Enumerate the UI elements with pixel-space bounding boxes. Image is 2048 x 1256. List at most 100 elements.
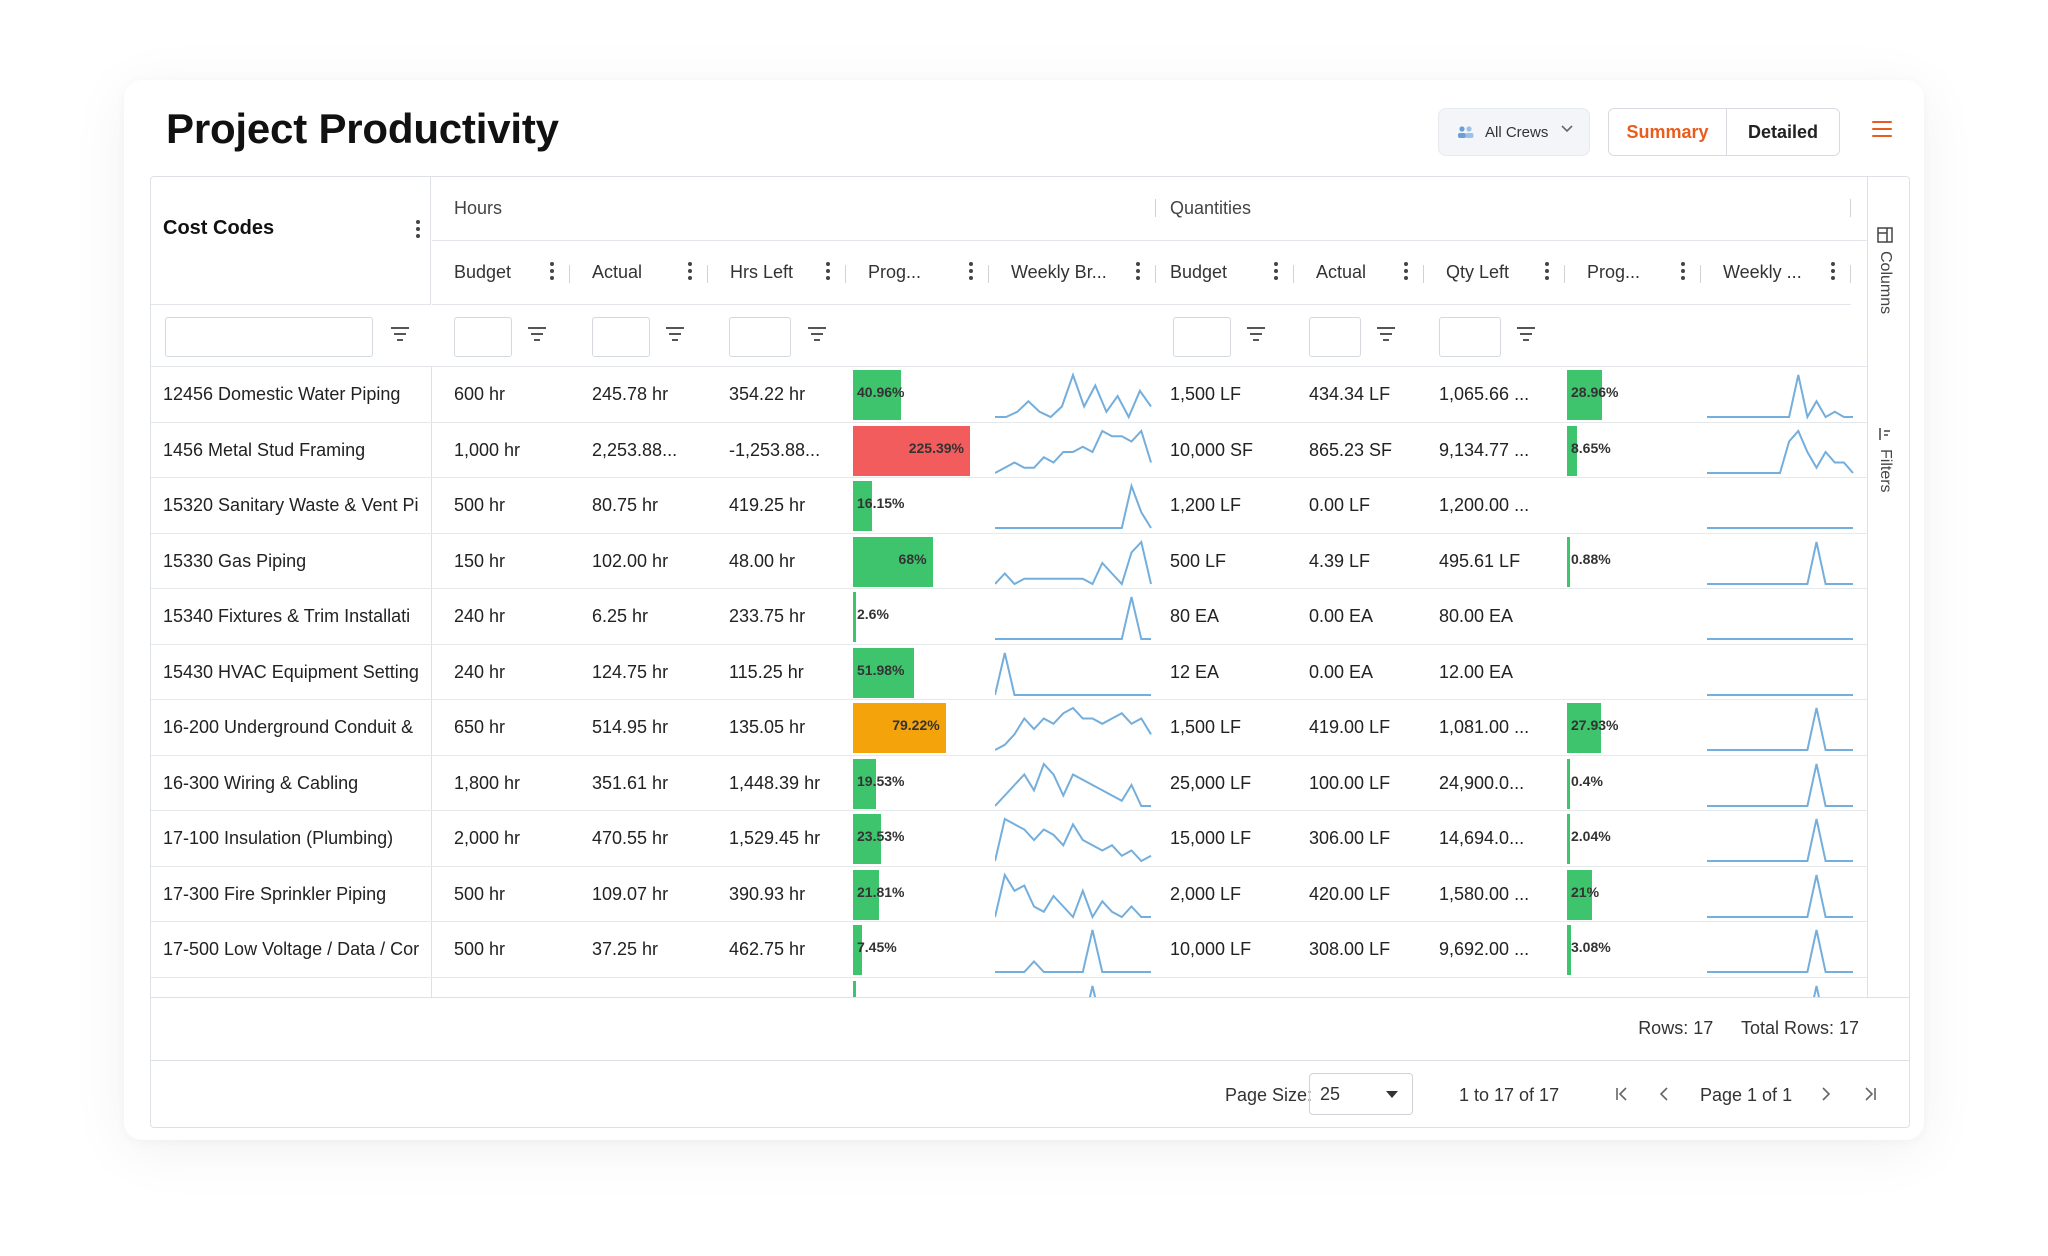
progress-label: 28.96% (1571, 384, 1619, 400)
column-menu-icon[interactable] (826, 262, 830, 280)
table-row[interactable]: 17-300 Fire Sprinkler Piping 500 hr 109.07… (151, 867, 1867, 922)
hamburger-menu-icon[interactable] (1872, 121, 1892, 141)
progress-label: 51.98% (857, 661, 905, 678)
column-menu-icon[interactable] (550, 262, 554, 280)
qty-budget-column-label: Budget (1170, 262, 1228, 282)
table-row[interactable]: 15430 HVAC Equipment Setting 240 hr 124.75… (151, 645, 1867, 700)
column-menu-icon[interactable] (969, 262, 973, 280)
filter-icon[interactable] (666, 327, 684, 343)
qty-actual-cell: 419.00 LF (1309, 717, 1391, 737)
hours-actual-cell: 470.55 hr (592, 828, 669, 848)
qty-progress-cell (1567, 481, 1687, 531)
hours-left-column-header[interactable]: Hrs Left (708, 241, 846, 305)
hours-weekly-column-header[interactable]: Weekly Br... (989, 241, 1156, 305)
filters-tab[interactable]: Filters (1876, 427, 1894, 493)
qty-actual-filter-input[interactable] (1309, 317, 1361, 357)
column-menu-icon[interactable] (1404, 262, 1408, 280)
hours-budget-column-header[interactable]: Budget (432, 241, 570, 305)
column-menu-icon[interactable] (1136, 262, 1140, 280)
columns-tab[interactable]: Columns (1876, 227, 1894, 314)
hours-left-filter-input[interactable] (729, 317, 791, 357)
hours-weekly-sparkline (995, 371, 1152, 420)
qty-progress-column-header[interactable]: Prog... (1565, 241, 1701, 305)
qty-budget-cell: 10,000 LF (1170, 939, 1252, 959)
filter-icon[interactable] (528, 327, 546, 343)
filters-icon (1879, 428, 1890, 440)
qty-actual-column-header[interactable]: Actual (1294, 241, 1424, 305)
cost-code-cell: 17-300 Fire Sprinkler Piping (163, 883, 387, 904)
column-menu-icon[interactable] (1274, 262, 1278, 280)
qty-left-column-header[interactable]: Qty Left (1424, 241, 1565, 305)
table-row[interactable]: 16-200 Underground Conduit & 650 hr 514.95… (151, 700, 1867, 756)
qty-left-filter-input[interactable] (1439, 317, 1501, 357)
table-row[interactable]: 3100 Formwork 600 hr 8.25 hr 591.75 hr 8,000… (151, 978, 1867, 998)
page-size-label: Page Size: (1225, 1085, 1313, 1105)
hours-budget-filter-input[interactable] (454, 317, 512, 357)
hours-budget-cell: 150 hr (454, 550, 506, 571)
qty-left-cell: 1,065.66 ... (1439, 384, 1530, 404)
next-page-icon[interactable] (1821, 1087, 1831, 1101)
qty-weekly-sparkline (1707, 763, 1853, 807)
hours-budget-cell: 500 hr (454, 883, 506, 904)
hours-progress-column-header[interactable]: Prog... (846, 241, 989, 305)
qty-progress-cell: 28.96% (1567, 370, 1687, 420)
hours-left-cell: 115.25 hr (729, 661, 804, 682)
qty-weekly-column-label: Weekly ... (1723, 262, 1802, 282)
column-menu-icon[interactable] (1545, 262, 1549, 280)
table-row[interactable]: 15340 Fixtures & Trim Installati 240 hr 6.… (151, 589, 1867, 645)
progress-label: 1.38% (857, 995, 897, 998)
filter-icon[interactable] (1377, 327, 1395, 343)
grid-body: 12456 Domestic Water Piping 600 hr 245.78 … (151, 367, 1867, 997)
qty-left-cell: 1,081.00 ... (1439, 717, 1530, 737)
qty-actual-cell: 0.00 LF (1309, 495, 1371, 515)
hours-left-cell: 48.00 hr (729, 550, 796, 571)
hours-actual-cell: 351.61 hr (592, 772, 669, 793)
table-row[interactable]: 1456 Metal Stud Framing 1,000 hr 2,253.88.… (151, 423, 1867, 478)
crew-filter-label: All Crews (1485, 123, 1549, 141)
filter-icon[interactable] (1247, 327, 1265, 343)
table-row[interactable]: 16-300 Wiring & Cabling 1,800 hr 351.61 hr… (151, 756, 1867, 811)
qty-budget-filter-input[interactable] (1173, 317, 1231, 357)
filter-icon[interactable] (391, 327, 409, 343)
table-row[interactable]: 15320 Sanitary Waste & Vent Pi 500 hr 80.7… (151, 478, 1867, 534)
hours-budget-cell: 240 hr (454, 606, 506, 626)
last-page-icon[interactable] (1863, 1087, 1877, 1101)
qty-left-cell: 9,134.77 ... (1439, 439, 1530, 460)
qty-budget-cell: 1,500 LF (1170, 384, 1242, 404)
qty-budget-cell: 12 EA (1170, 661, 1220, 682)
table-row[interactable]: 12456 Domestic Water Piping 600 hr 245.78 … (151, 367, 1867, 423)
page-size-select[interactable]: 25 (1309, 1073, 1413, 1115)
filter-icon[interactable] (1517, 327, 1535, 343)
crew-filter-dropdown[interactable]: All Crews (1438, 108, 1590, 156)
cost-code-cell: 3100 Formwork (163, 978, 429, 998)
qty-actual-cell: 100.00 LF (1309, 772, 1391, 793)
table-row[interactable]: 17-500 Low Voltage / Data / Cor 500 hr 37.… (151, 922, 1867, 978)
progress-label: 2.6% (857, 606, 889, 622)
detailed-tab[interactable]: Detailed (1747, 121, 1819, 142)
table-row[interactable]: 15330 Gas Piping 150 hr 102.00 hr 48.00 hr 5… (151, 534, 1867, 589)
qty-budget-column-header[interactable]: Budget (1156, 241, 1294, 305)
table-row[interactable]: 17-100 Insulation (Plumbing) 2,000 hr 470.… (151, 811, 1867, 867)
qty-weekly-column-header[interactable]: Weekly ... (1701, 241, 1851, 305)
qty-left-cell: 80.00 EA (1439, 606, 1514, 626)
summary-tab[interactable]: Summary (1609, 109, 1727, 155)
qty-left-cell: 12.00 EA (1439, 661, 1514, 682)
column-menu-icon[interactable] (416, 220, 420, 238)
progress-bar (1567, 370, 1602, 420)
column-menu-icon[interactable] (1831, 262, 1835, 280)
cost-codes-filter-input[interactable] (165, 317, 373, 357)
column-menu-icon[interactable] (688, 262, 692, 280)
hours-weekly-sparkline (995, 428, 1152, 474)
progress-bar (1567, 425, 1578, 476)
qty-budget-cell: 1,200 LF (1170, 495, 1242, 515)
filter-icon[interactable] (808, 327, 826, 343)
cost-code-cell: 16-300 Wiring & Cabling (163, 772, 359, 793)
first-page-icon[interactable] (1615, 1087, 1629, 1101)
hours-actual-column-header[interactable]: Actual (570, 241, 708, 305)
hours-actual-column-label: Actual (592, 262, 643, 282)
hours-actual-filter-input[interactable] (592, 317, 650, 357)
prev-page-icon[interactable] (1659, 1087, 1669, 1101)
column-menu-icon[interactable] (1681, 262, 1685, 280)
page-size-value: 25 (1320, 1083, 1341, 1104)
hours-progress-cell: 51.98% (853, 647, 978, 698)
